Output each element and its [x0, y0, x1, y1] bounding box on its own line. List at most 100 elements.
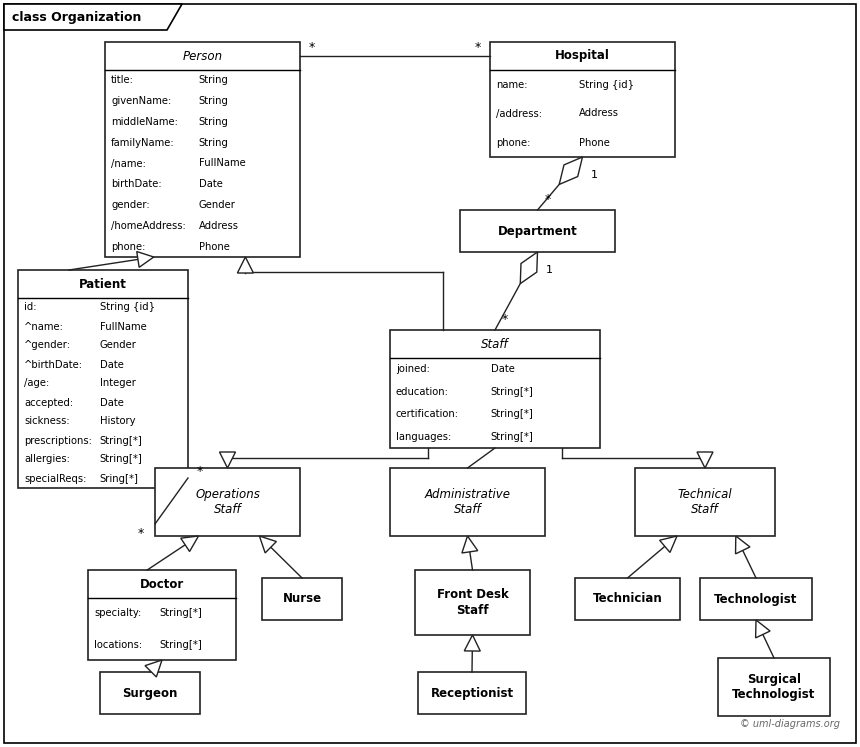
Polygon shape: [260, 536, 276, 553]
Text: Integer: Integer: [100, 379, 136, 388]
Text: familyName:: familyName:: [111, 137, 175, 148]
Bar: [575, 578, 680, 620]
Text: Date: Date: [491, 365, 514, 374]
Text: String[*]: String[*]: [491, 387, 533, 397]
Text: Administrative
Staff: Administrative Staff: [425, 488, 511, 516]
Polygon shape: [559, 157, 582, 185]
Polygon shape: [237, 257, 254, 273]
Text: © uml-diagrams.org: © uml-diagrams.org: [740, 719, 840, 729]
Bar: [100, 672, 200, 714]
Text: /age:: /age:: [24, 379, 49, 388]
Text: String: String: [199, 137, 229, 148]
Text: Gender: Gender: [100, 341, 137, 350]
Polygon shape: [219, 452, 236, 468]
Text: Date: Date: [199, 179, 223, 189]
Text: Date: Date: [100, 359, 124, 370]
Text: birthDate:: birthDate:: [111, 179, 162, 189]
Polygon shape: [660, 536, 677, 553]
Polygon shape: [697, 452, 713, 468]
Text: givenName:: givenName:: [111, 96, 171, 106]
Text: String[*]: String[*]: [100, 454, 143, 465]
Text: String: String: [199, 117, 229, 127]
Text: *: *: [197, 465, 203, 479]
Bar: [700, 578, 812, 620]
Text: Surgical
Technologist: Surgical Technologist: [733, 673, 815, 701]
Text: Address: Address: [199, 221, 238, 231]
Text: class Organization: class Organization: [12, 10, 141, 23]
Text: middleName:: middleName:: [111, 117, 178, 127]
Text: Staff: Staff: [482, 338, 509, 350]
Bar: [635, 468, 775, 536]
Text: gender:: gender:: [111, 200, 150, 210]
Text: title:: title:: [111, 75, 134, 85]
Text: Technician: Technician: [593, 592, 662, 606]
Text: Nurse: Nurse: [282, 592, 322, 606]
Text: specialReqs:: specialReqs:: [24, 474, 86, 483]
Text: phone:: phone:: [496, 137, 531, 147]
Text: String[*]: String[*]: [100, 436, 143, 445]
Text: *: *: [138, 527, 144, 541]
Text: String[*]: String[*]: [491, 432, 533, 441]
Text: Phone: Phone: [579, 137, 610, 147]
Text: Operations
Staff: Operations Staff: [195, 488, 260, 516]
Text: Surgeon: Surgeon: [122, 686, 178, 699]
Text: Sring[*]: Sring[*]: [100, 474, 138, 483]
Text: String[*]: String[*]: [159, 639, 202, 649]
Bar: [262, 578, 342, 620]
Text: specialty:: specialty:: [94, 609, 141, 619]
Bar: [460, 210, 615, 252]
Text: Person: Person: [182, 49, 223, 63]
Text: ^birthDate:: ^birthDate:: [24, 359, 83, 370]
Text: phone:: phone:: [111, 241, 145, 252]
Text: *: *: [502, 314, 508, 326]
Bar: [490, 42, 675, 157]
Bar: [155, 468, 300, 536]
Text: certification:: certification:: [396, 409, 459, 419]
Text: *: *: [475, 42, 481, 55]
Text: *: *: [309, 42, 315, 55]
Text: Technical
Staff: Technical Staff: [678, 488, 733, 516]
Polygon shape: [462, 536, 478, 553]
Text: education:: education:: [396, 387, 449, 397]
Bar: [718, 658, 830, 716]
Text: String[*]: String[*]: [491, 409, 533, 419]
Text: String {id}: String {id}: [579, 79, 634, 90]
Text: Date: Date: [100, 397, 124, 408]
Text: String {id}: String {id}: [100, 303, 155, 312]
Text: ^gender:: ^gender:: [24, 341, 71, 350]
Text: FullName: FullName: [199, 158, 245, 169]
Text: /name:: /name:: [111, 158, 146, 169]
Text: ^name:: ^name:: [24, 321, 64, 332]
Polygon shape: [735, 536, 750, 554]
Text: 1: 1: [546, 265, 553, 275]
Text: Hospital: Hospital: [555, 49, 610, 63]
Polygon shape: [145, 660, 162, 677]
Text: /address:: /address:: [496, 108, 542, 119]
Text: String: String: [199, 75, 229, 85]
Text: sickness:: sickness:: [24, 417, 70, 427]
Bar: [415, 570, 530, 635]
Text: 1: 1: [591, 170, 598, 180]
Text: name:: name:: [496, 79, 527, 90]
Polygon shape: [4, 4, 182, 30]
Text: id:: id:: [24, 303, 36, 312]
Text: Address: Address: [579, 108, 619, 119]
Text: Doctor: Doctor: [140, 577, 184, 590]
Text: Front Desk
Staff: Front Desk Staff: [437, 589, 508, 616]
Bar: [105, 42, 300, 257]
Text: allergies:: allergies:: [24, 454, 70, 465]
Polygon shape: [137, 252, 154, 267]
Text: prescriptions:: prescriptions:: [24, 436, 92, 445]
Text: Gender: Gender: [199, 200, 236, 210]
Polygon shape: [756, 620, 770, 638]
Text: String[*]: String[*]: [159, 609, 202, 619]
Text: joined:: joined:: [396, 365, 430, 374]
Text: FullName: FullName: [100, 321, 146, 332]
Text: Patient: Patient: [79, 277, 127, 291]
Text: Phone: Phone: [199, 241, 230, 252]
Text: *: *: [544, 193, 550, 206]
Text: /homeAddress:: /homeAddress:: [111, 221, 186, 231]
Text: Technologist: Technologist: [715, 592, 798, 606]
Polygon shape: [181, 536, 199, 551]
Bar: [390, 468, 545, 536]
